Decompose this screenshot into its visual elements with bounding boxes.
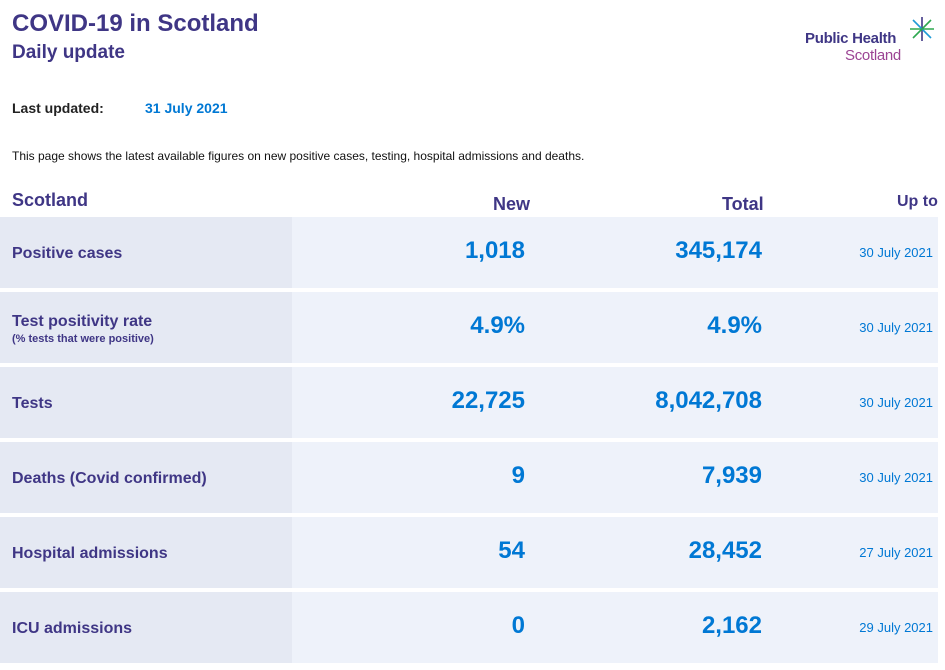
page-title: COVID-19 in Scotland: [12, 10, 259, 37]
table-row: Positive cases 1,018 345,174 30 July 202…: [0, 217, 938, 288]
row-label: Positive cases: [12, 245, 123, 262]
upto-date: 30 July 2021: [859, 395, 933, 410]
last-updated-value: 31 July 2021: [145, 100, 228, 116]
new-column-header: New: [493, 194, 531, 214]
logo-text-line2: Scotland: [845, 47, 901, 64]
table-row: Deaths (Covid confirmed) 9 7,939 30 July…: [0, 442, 938, 513]
page-subtitle: Daily update: [12, 42, 125, 63]
total-value: 2,162: [701, 612, 762, 639]
new-value: 22,725: [451, 387, 525, 414]
table-row: ICU admissions 0 2,162 29 July 2021: [0, 592, 938, 663]
total-value: 345,174: [675, 237, 762, 264]
new-value: 4.9%: [470, 312, 525, 339]
logo-text-line1: Public Health: [805, 30, 897, 47]
total-value: 4.9%: [707, 312, 762, 339]
total-value: 7,939: [701, 462, 762, 489]
row-sublabel: (% tests that were positive): [12, 333, 154, 345]
upto-date: 30 July 2021: [859, 320, 933, 335]
row-label: ICU admissions: [12, 620, 133, 637]
new-value: 9: [511, 462, 525, 489]
row-label: Test positivity rate: [12, 313, 153, 330]
upto-date: 29 July 2021: [859, 620, 933, 635]
logo-star-icon: [910, 17, 934, 41]
total-value: 28,452: [688, 537, 762, 564]
last-updated-label: Last updated:: [12, 100, 104, 116]
new-value: 0: [511, 612, 525, 639]
region-header: Scotland: [12, 190, 89, 210]
table-row: Hospital admissions 54 28,452 27 July 20…: [0, 517, 938, 588]
row-label: Deaths (Covid confirmed): [12, 470, 207, 487]
new-value: 1,018: [464, 237, 525, 264]
upto-date: 30 July 2021: [859, 245, 933, 260]
table-row: Tests 22,725 8,042,708 30 July 2021: [0, 367, 938, 438]
row-label: Hospital admissions: [12, 545, 168, 562]
public-health-scotland-logo[interactable]: Public Health Scotland: [805, 16, 940, 68]
total-value: 8,042,708: [655, 387, 762, 414]
upto-date: 30 July 2021: [859, 470, 933, 485]
total-column-header: Total: [722, 194, 764, 214]
intro-text: This page shows the latest available fig…: [12, 149, 585, 163]
row-label: Tests: [12, 395, 53, 412]
table-row: Test positivity rate (% tests that were …: [0, 292, 938, 363]
upto-date: 27 July 2021: [859, 545, 933, 560]
upto-column-header: Up to: [897, 193, 938, 210]
new-value: 54: [498, 537, 525, 564]
